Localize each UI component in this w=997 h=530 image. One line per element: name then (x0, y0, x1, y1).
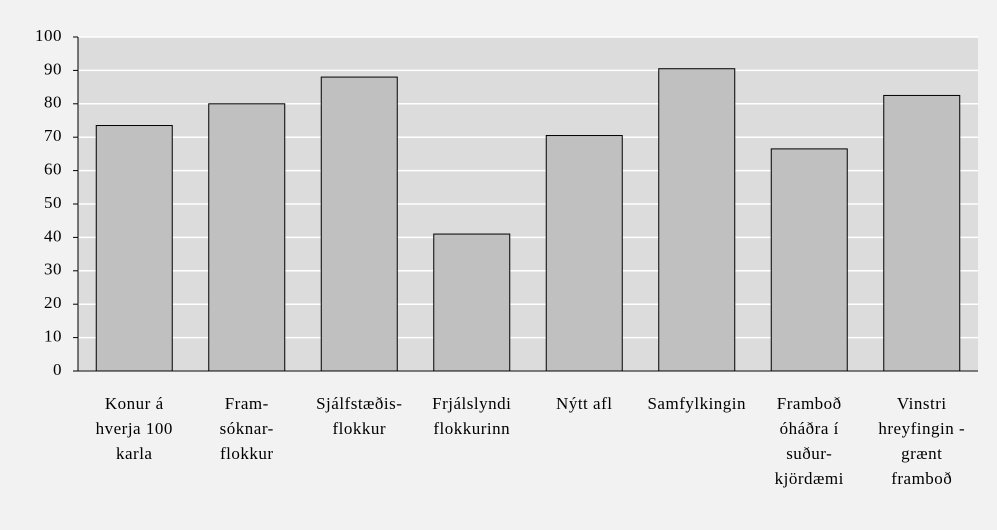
y-tick-label: 60 (44, 160, 62, 179)
bar (433, 233, 511, 372)
x-tick-label: Sjálfstæðis- (316, 394, 402, 413)
y-tick-label: 20 (44, 293, 62, 312)
x-tick-label: Samfylkingin (647, 394, 746, 413)
x-tick-label: Frjálslyndi (432, 394, 511, 413)
bar (320, 76, 398, 372)
x-tick-label: flokkur (332, 419, 386, 438)
x-tick-label: flokkur (220, 444, 274, 463)
x-tick-label: hverja 100 (96, 419, 173, 438)
x-tick-label: karla (116, 444, 152, 463)
x-tick-label: suður- (786, 444, 832, 463)
y-tick-label: 90 (44, 59, 62, 78)
y-tick-label: 0 (53, 360, 62, 379)
y-tick-label: 10 (44, 327, 62, 346)
x-tick-label: Framboð (777, 394, 842, 413)
x-tick-label: óháðra í (780, 419, 839, 438)
y-tick-label: 40 (44, 226, 62, 245)
bar (770, 148, 848, 372)
bar (95, 125, 173, 372)
x-tick-label: Fram- (225, 394, 269, 413)
y-tick-label: 100 (35, 26, 62, 45)
bar (208, 103, 286, 372)
x-tick-label: kjördæmi (775, 469, 844, 488)
y-tick-label: 70 (44, 126, 62, 145)
x-tick-label: Nýtt afl (556, 394, 612, 413)
y-tick-label: 80 (44, 93, 62, 112)
bar (883, 94, 961, 372)
y-tick-label: 50 (44, 193, 62, 212)
y-tick-label: 30 (44, 260, 62, 279)
bar (545, 135, 623, 372)
x-tick-label: flokkurinn (433, 419, 510, 438)
x-tick-label: sóknar- (220, 419, 274, 438)
x-tick-label: Konur á (105, 394, 164, 413)
x-tick-label: framboð (891, 469, 952, 488)
x-tick-label: grænt (901, 444, 942, 463)
x-tick-label: hreyfingin - (878, 419, 965, 438)
bar (658, 68, 736, 372)
x-tick-label: Vinstri (897, 394, 947, 413)
